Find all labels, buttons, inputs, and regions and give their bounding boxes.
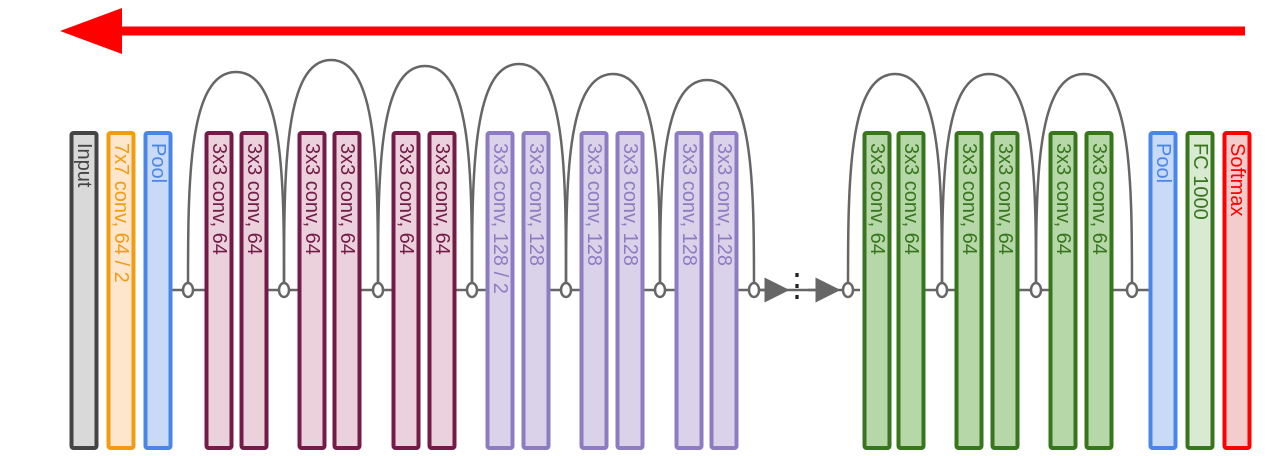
skip-connection — [1034, 72, 1134, 291]
junction-node — [935, 281, 949, 299]
layer-label: Pool — [147, 143, 169, 183]
skip-connection — [564, 72, 662, 291]
layer-box — [204, 131, 234, 450]
layer-box — [391, 131, 421, 450]
layer-box — [615, 131, 645, 450]
layer-block: 3x3 conv, 64 — [862, 131, 892, 450]
layer-block: 3x3 conv, 64 — [1048, 131, 1078, 450]
layer-box — [990, 131, 1020, 450]
layer-label: Softmax — [1226, 143, 1248, 216]
layer-label: 7x7 conv, 64 / 2 — [110, 143, 132, 283]
layer-block: 3x3 conv, 128 — [521, 131, 551, 450]
layer-box — [1185, 131, 1215, 450]
junction-node — [181, 281, 195, 299]
layer-box — [579, 131, 609, 450]
layer-label: 3x3 conv, 128 — [713, 143, 735, 266]
layer-block: 3x3 conv, 64 — [427, 131, 457, 450]
junction-node — [747, 281, 761, 299]
skip-connection — [186, 70, 286, 291]
layer-label: 3x3 conv, 64 — [243, 143, 265, 255]
layer-label: 3x3 conv, 64 — [301, 143, 323, 255]
layer-label: 3x3 conv, 64 — [431, 143, 453, 255]
skip-connection — [470, 62, 568, 291]
layer-label: 3x3 conv, 128 — [678, 143, 700, 266]
layer-label: 3x3 conv, 128 — [525, 143, 547, 266]
layer-block: 3x3 conv, 64 — [332, 131, 362, 450]
layer-label: 3x3 conv, 64 — [395, 143, 417, 255]
layer-label: 3x3 conv, 64 — [208, 143, 230, 255]
layer-label: 3x3 conv, 128 / 2 — [489, 143, 511, 294]
layer-label: 3x3 conv, 64 — [994, 143, 1016, 255]
layer-label: 3x3 conv, 64 — [866, 143, 888, 255]
layer-box — [69, 131, 99, 450]
layer-box — [427, 131, 457, 450]
layer-box — [239, 131, 269, 450]
layer-box — [106, 131, 136, 450]
layer-box — [1148, 131, 1178, 450]
layer-block: 3x3 conv, 128 — [674, 131, 704, 450]
layer-label: 3x3 conv, 64 — [336, 143, 358, 255]
skip-connection — [940, 72, 1038, 291]
layer-block: 3x3 conv, 64 — [954, 131, 984, 450]
layer-box — [674, 131, 704, 450]
layer-block: 3x3 conv, 64 — [204, 131, 234, 450]
layer-block: Softmax — [1222, 131, 1252, 450]
junction-node — [1125, 281, 1139, 299]
layer-box — [1084, 131, 1114, 450]
layer-box — [297, 131, 327, 450]
layer-box — [143, 131, 173, 450]
skip-connection — [282, 58, 380, 291]
direction-arrow-head — [60, 8, 122, 54]
layer-label: 3x3 conv, 64 — [958, 143, 980, 255]
layer-block: Input — [69, 131, 99, 450]
junction-node — [371, 281, 385, 299]
layer-label: 3x3 conv, 64 — [900, 143, 922, 255]
junction-node — [277, 281, 291, 299]
layer-block: 3x3 conv, 128 — [709, 131, 739, 450]
layer-box — [521, 131, 551, 450]
layer-block: Pool — [1148, 131, 1178, 450]
layer-label: 3x3 conv, 128 — [619, 143, 641, 266]
layer-label: Pool — [1152, 143, 1174, 183]
junction-node — [1029, 281, 1043, 299]
layer-box — [954, 131, 984, 450]
layer-box — [332, 131, 362, 450]
layer-label: FC 1000 — [1189, 143, 1211, 220]
layer-label: 3x3 conv, 64 — [1088, 143, 1110, 255]
ellipsis: ⋮ — [781, 267, 813, 303]
layer-block: 3x3 conv, 64 — [391, 131, 421, 450]
layer-block: 3x3 conv, 64 — [990, 131, 1020, 450]
layer-block: 3x3 conv, 128 / 2 — [485, 131, 515, 450]
layer-label: 3x3 conv, 64 — [1052, 143, 1074, 255]
junction-node — [841, 281, 855, 299]
layer-block: Pool — [143, 131, 173, 450]
junction-node — [559, 281, 573, 299]
junction-node — [465, 281, 479, 299]
layer-block: 7x7 conv, 64 / 2 — [106, 131, 136, 450]
layer-box — [1222, 131, 1252, 450]
layer-block: 3x3 conv, 64 — [1084, 131, 1114, 450]
layer-block: 3x3 conv, 64 — [239, 131, 269, 450]
layer-label: Input — [73, 143, 95, 188]
skip-connection — [658, 78, 756, 291]
layer-block: FC 1000 — [1185, 131, 1215, 450]
layer-block: 3x3 conv, 128 — [579, 131, 609, 450]
layer-box — [709, 131, 739, 450]
layer-block: 3x3 conv, 64 — [297, 131, 327, 450]
layer-block: 3x3 conv, 64 — [896, 131, 926, 450]
skip-connection — [376, 64, 474, 291]
junction-node — [653, 281, 667, 299]
layer-box — [485, 131, 515, 450]
layer-box — [862, 131, 892, 450]
layer-box — [1048, 131, 1078, 450]
layer-block: 3x3 conv, 128 — [615, 131, 645, 450]
skip-connection — [846, 72, 944, 291]
layer-label: 3x3 conv, 128 — [583, 143, 605, 266]
layer-box — [896, 131, 926, 450]
